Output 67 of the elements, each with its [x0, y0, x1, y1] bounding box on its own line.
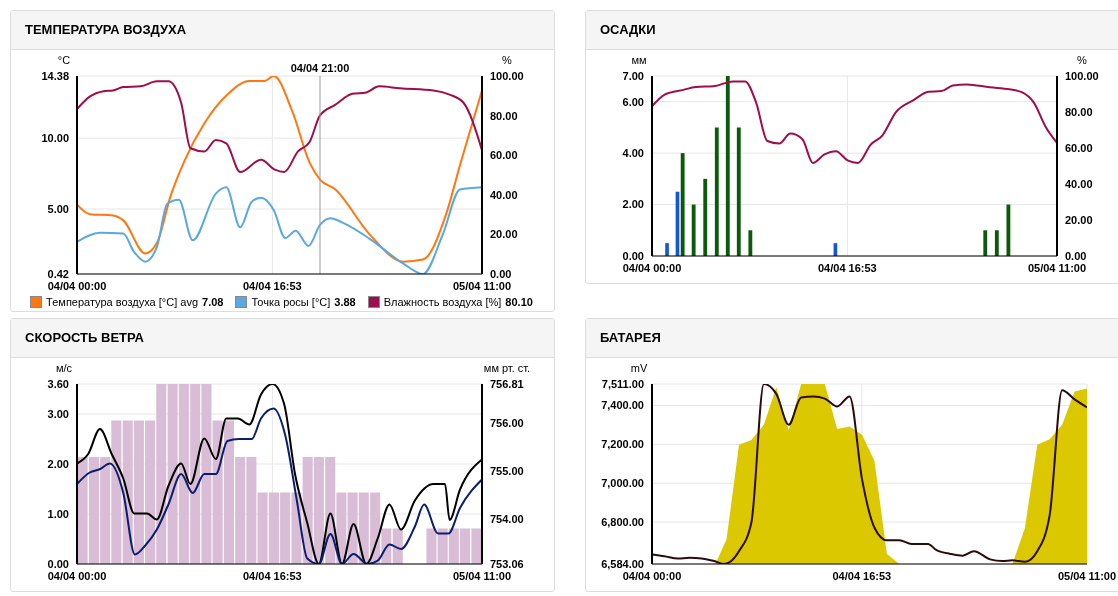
y-tick-label: 3.60: [47, 377, 69, 390]
y-tick-label: 7,511.00: [601, 377, 644, 390]
legend-label: Температура воздуха [°C] avg: [46, 296, 199, 308]
y-tick-label: 4.00: [622, 147, 644, 160]
y2-tick-label: 754.00: [490, 512, 524, 525]
y-tick-label: 6.00: [622, 95, 644, 108]
y2-tick-label: 40.00: [1065, 177, 1093, 190]
chart-title: СКОРОСТЬ ВЕТРА: [11, 319, 554, 358]
y-tick-label: 6,584.00: [601, 557, 644, 570]
x-tick-label: 05/04 11:00: [452, 279, 512, 292]
y2-tick-label: 20.00: [1065, 213, 1093, 226]
y2-tick-label: 100.00: [1065, 69, 1099, 82]
y-tick-label: 3.00: [47, 407, 69, 420]
y-tick-label: 2.00: [622, 198, 644, 211]
y2-axis-title: %: [502, 54, 513, 66]
x-tick-label: 05/04 11:00: [1057, 569, 1117, 582]
y2-tick-label: 80.00: [1065, 105, 1093, 118]
y-axis-title: мм: [631, 54, 647, 66]
x-tick-label: 04/04 16:53: [243, 279, 302, 292]
y-tick-label: 6,800.00: [601, 515, 644, 528]
y-axis-title: mV: [630, 362, 648, 374]
y2-axis-title: мм рт. ст.: [483, 362, 531, 374]
y-tick-label: 0.42: [47, 267, 69, 280]
text: 3.88: [334, 296, 356, 308]
chart-title: ОСАДКИ: [586, 11, 1118, 50]
y2-tick-label: 60.00: [490, 149, 518, 162]
chart-title: ТЕМПЕРАТУРА ВОЗДУХА: [11, 11, 554, 50]
y-tick-label: 0.00: [47, 557, 69, 570]
y-tick-label: 2.00: [47, 457, 69, 470]
x-tick-label: 04/04 00:00: [47, 279, 107, 292]
y-tick-label: 7,200.00: [601, 438, 644, 451]
y-tick-label: 7,400.00: [601, 399, 644, 412]
x-tick-label: 04/04 16:53: [832, 569, 892, 582]
y2-tick-label: 0.00: [490, 267, 512, 280]
legend-label: Точка росы [°C]: [251, 296, 331, 308]
legend-label: Влажность воздуха [%]: [383, 296, 502, 308]
chart-title: БАТАРЕЯ: [586, 319, 1118, 358]
y-tick-label: 7,000.00: [601, 477, 644, 490]
y-tick-label: 5.00: [47, 202, 69, 215]
x-tick-label: 05/04 11:00: [1027, 261, 1087, 274]
y2-tick-label: 756.00: [490, 416, 524, 429]
y2-tick-label: 100.00: [490, 69, 524, 82]
x-tick-label: 05/04 11:00: [452, 569, 512, 582]
y2-tick-label: 0.00: [1065, 249, 1087, 262]
x-tick-label: 04/04 00:00: [622, 261, 682, 274]
y2-tick-label: 60.00: [1065, 141, 1093, 154]
y-tick-label: 10.00: [41, 132, 69, 145]
y2-tick-label: 756.81: [490, 377, 524, 390]
y-axis-title: м/с: [55, 362, 73, 374]
x-tick-label: 04/04 16:53: [243, 569, 302, 582]
y2-tick-label: 40.00: [490, 188, 518, 201]
x-tick-label: 04/04 00:00: [622, 569, 682, 582]
y2-tick-label: 753.06: [490, 557, 524, 570]
y-axis-title: °C: [57, 54, 71, 66]
x-tick-label: 04/04 16:53: [818, 261, 877, 274]
x-tick-label: 04/04 00:00: [47, 569, 107, 582]
y-tick-label: 0.00: [622, 249, 644, 262]
y-tick-label: 1.00: [47, 507, 69, 520]
y2-tick-label: 755.00: [490, 464, 524, 477]
y-tick-label: 7.00: [622, 69, 644, 82]
ref-line-label: 04/04 21:00: [290, 62, 350, 74]
text: 7.08: [202, 296, 224, 308]
y2-tick-label: 20.00: [490, 228, 518, 241]
y2-tick-label: 80.00: [490, 109, 518, 122]
y-tick-label: 14.38: [41, 69, 69, 82]
y2-axis-title: %: [1077, 54, 1088, 66]
text: 80.10: [505, 296, 533, 308]
